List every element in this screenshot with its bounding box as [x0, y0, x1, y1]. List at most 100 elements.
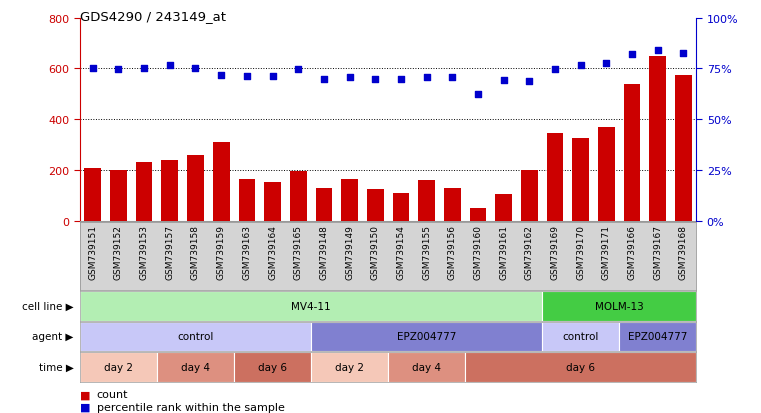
Bar	[316, 188, 333, 221]
Text: count: count	[97, 389, 128, 399]
Point	[266, 74, 279, 80]
Text: EPZ004777: EPZ004777	[628, 332, 687, 342]
Bar	[264, 182, 281, 221]
Text: GSM739155: GSM739155	[422, 224, 431, 279]
Bar	[619, 322, 696, 351]
Bar	[187, 155, 204, 221]
Text: day 4: day 4	[181, 362, 210, 372]
Text: GSM739153: GSM739153	[139, 224, 148, 279]
Bar	[546, 134, 563, 221]
Bar	[649, 57, 666, 221]
Point	[113, 66, 125, 73]
Bar	[110, 171, 127, 221]
Bar	[161, 161, 178, 221]
Text: day 6: day 6	[258, 362, 287, 372]
Bar	[419, 181, 435, 221]
Bar	[290, 172, 307, 221]
Text: GSM739150: GSM739150	[371, 224, 380, 279]
Bar	[598, 128, 615, 221]
Text: MOLM-13: MOLM-13	[595, 301, 644, 311]
Bar	[234, 352, 311, 382]
Point	[240, 73, 253, 80]
Bar	[311, 322, 543, 351]
Point	[421, 74, 433, 81]
Point	[395, 76, 407, 83]
Text: control: control	[562, 332, 599, 342]
Point	[189, 65, 202, 72]
Point	[215, 72, 228, 79]
Text: GSM739171: GSM739171	[602, 224, 611, 279]
Point	[343, 74, 355, 81]
Point	[600, 61, 613, 67]
Text: GSM739159: GSM739159	[217, 224, 226, 279]
Text: GSM739163: GSM739163	[242, 224, 251, 279]
Bar	[80, 352, 157, 382]
Text: day 2: day 2	[104, 362, 133, 372]
Bar	[465, 352, 696, 382]
Bar	[367, 190, 384, 221]
Text: GSM739158: GSM739158	[191, 224, 200, 279]
Text: GSM739156: GSM739156	[447, 224, 457, 279]
Text: GSM739149: GSM739149	[345, 224, 354, 279]
Bar	[521, 171, 538, 221]
Bar	[80, 291, 543, 321]
Bar	[543, 322, 619, 351]
Bar	[470, 209, 486, 221]
Text: GSM739151: GSM739151	[88, 224, 97, 279]
Bar	[543, 291, 696, 321]
Bar	[572, 139, 589, 221]
Point	[524, 78, 536, 85]
Text: GSM739157: GSM739157	[165, 224, 174, 279]
Text: GSM739152: GSM739152	[114, 224, 123, 279]
Text: GSM739169: GSM739169	[550, 224, 559, 279]
Point	[138, 66, 150, 73]
Point	[677, 51, 689, 57]
Point	[651, 48, 664, 55]
Bar	[388, 352, 465, 382]
Bar	[311, 352, 388, 382]
Text: GSM739168: GSM739168	[679, 224, 688, 279]
Point	[369, 76, 381, 83]
Text: GSM739170: GSM739170	[576, 224, 585, 279]
Bar	[213, 143, 230, 221]
Text: day 2: day 2	[335, 362, 364, 372]
Text: GSM739162: GSM739162	[525, 224, 534, 279]
Text: agent ▶: agent ▶	[33, 332, 74, 342]
Text: MV4-11: MV4-11	[291, 301, 331, 311]
Bar	[444, 188, 460, 221]
Text: GSM739154: GSM739154	[396, 224, 406, 279]
Point	[472, 92, 484, 98]
Point	[626, 51, 638, 58]
Point	[498, 78, 510, 85]
Text: control: control	[177, 332, 214, 342]
Text: GSM739161: GSM739161	[499, 224, 508, 279]
Bar	[157, 352, 234, 382]
Text: percentile rank within the sample: percentile rank within the sample	[97, 402, 285, 412]
Bar	[624, 85, 641, 221]
Text: cell line ▶: cell line ▶	[22, 301, 74, 311]
Text: GSM739160: GSM739160	[473, 224, 482, 279]
Point	[575, 62, 587, 69]
Bar	[84, 168, 101, 221]
Bar	[495, 195, 512, 221]
Text: GSM739166: GSM739166	[628, 224, 637, 279]
Point	[87, 66, 99, 73]
Point	[549, 66, 561, 73]
Text: ■: ■	[80, 402, 91, 412]
Text: GSM739148: GSM739148	[320, 224, 329, 279]
Bar	[341, 180, 358, 221]
Point	[164, 62, 176, 69]
Text: day 4: day 4	[412, 362, 441, 372]
Text: day 6: day 6	[566, 362, 595, 372]
Text: GSM739164: GSM739164	[268, 224, 277, 279]
Bar	[80, 322, 311, 351]
Point	[446, 75, 458, 81]
Bar	[393, 193, 409, 221]
Text: GDS4290 / 243149_at: GDS4290 / 243149_at	[80, 10, 226, 23]
Bar	[238, 180, 255, 221]
Text: GSM739165: GSM739165	[294, 224, 303, 279]
Text: time ▶: time ▶	[39, 362, 74, 372]
Bar	[675, 76, 692, 221]
Bar	[135, 163, 152, 221]
Text: GSM739167: GSM739167	[653, 224, 662, 279]
